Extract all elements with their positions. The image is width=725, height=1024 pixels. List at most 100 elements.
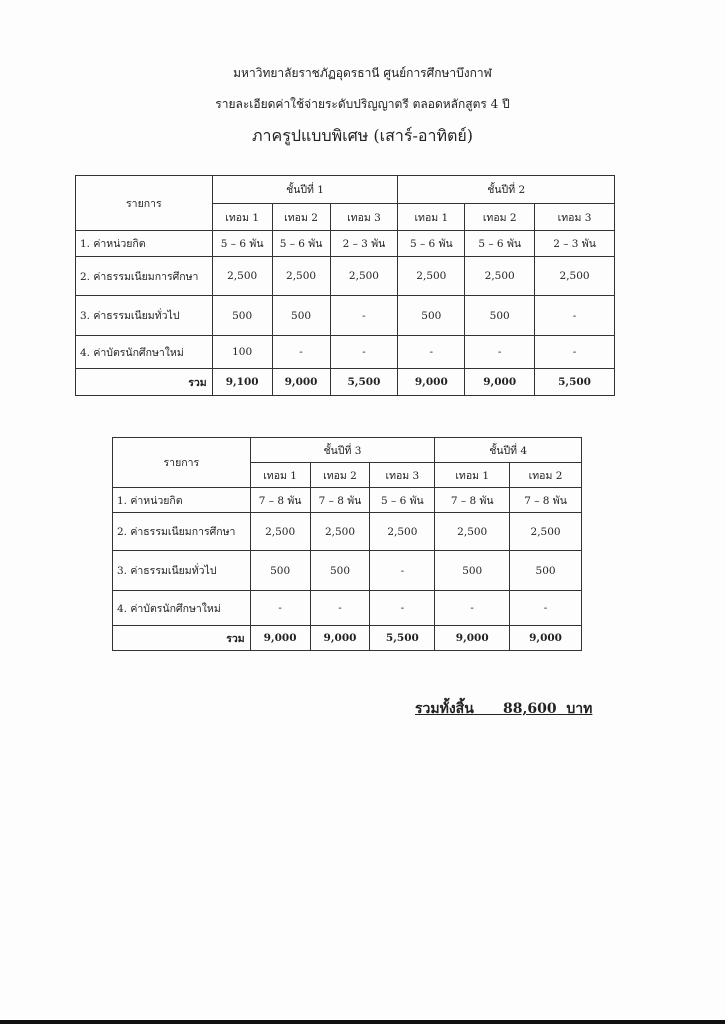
row-label: 3. ค่าธรรมเนียมทั่วไป — [112, 550, 251, 591]
total-cell: 9,000 — [397, 368, 466, 396]
fee-cell: 7 – 8 พัน — [434, 487, 511, 513]
grand-total-amount: 88,600 — [503, 701, 557, 717]
total-cell: 9,000 — [309, 625, 371, 651]
scan-edge — [0, 1020, 725, 1024]
grand-total-label: รวมทั้งสิ้น — [415, 701, 474, 717]
item-header: รายการ — [112, 437, 251, 488]
term-header: เทอม 2 — [309, 462, 371, 488]
year-header: ชั้นปีที่ 3 — [249, 437, 436, 463]
fee-cell: 500 — [397, 295, 466, 336]
fee-cell: 500 — [249, 550, 311, 591]
total-label: รวม — [112, 625, 251, 651]
fee-cell: 2 – 3 พัน — [534, 230, 615, 257]
fee-cell: - — [397, 335, 466, 369]
fee-cell: 500 — [211, 295, 273, 336]
total-cell: 9,000 — [434, 625, 511, 651]
term-header: เทอม 3 — [534, 203, 615, 231]
row-label: 4. ค่าบัตรนักศึกษาใหม่ — [75, 335, 213, 369]
fee-cell: - — [329, 335, 399, 369]
fee-cell: - — [369, 590, 436, 626]
fee-cell: 5 – 6 พัน — [397, 230, 466, 257]
fee-cell: - — [249, 590, 311, 626]
year-header: ชั้นปีที่ 2 — [397, 175, 615, 204]
term-header: เทอม 1 — [211, 203, 273, 231]
fee-cell: 2,500 — [211, 256, 273, 296]
total-cell: 5,500 — [329, 368, 399, 396]
fee-cell: 2,500 — [309, 512, 371, 551]
fee-cell: - — [434, 590, 511, 626]
fee-cell: - — [369, 550, 436, 591]
fee-cell: - — [534, 295, 615, 336]
grand-total: รวมทั้งสิ้น 88,600 บาท — [415, 698, 592, 720]
term-header: เทอม 1 — [434, 462, 511, 488]
fee-cell: 7 – 8 พัน — [249, 487, 311, 513]
fee-cell: 2,500 — [271, 256, 331, 296]
total-cell: 9,000 — [464, 368, 536, 396]
fee-cell: 5 – 6 พัน — [211, 230, 273, 257]
fee-cell: - — [534, 335, 615, 369]
fee-cell: - — [271, 335, 331, 369]
total-cell: 9,000 — [271, 368, 331, 396]
fee-cell: 500 — [464, 295, 536, 336]
fee-cell: 5 – 6 พัน — [271, 230, 331, 257]
fee-cell: 500 — [509, 550, 582, 591]
term-header: เทอม 2 — [464, 203, 536, 231]
fee-cell: - — [509, 590, 582, 626]
fee-cell: 2,500 — [369, 512, 436, 551]
fee-cell: - — [309, 590, 371, 626]
row-label: 4. ค่าบัตรนักศึกษาใหม่ — [112, 590, 251, 626]
fee-cell: 7 – 8 พัน — [309, 487, 371, 513]
fee-cell: 2,500 — [329, 256, 399, 296]
table-row: 3. ค่าธรรมเนียมทั่วไป 500 500-500 500 — [112, 550, 582, 591]
fee-cell: 2,500 — [464, 256, 536, 296]
fee-cell: 2,500 — [434, 512, 511, 551]
row-label: 3. ค่าธรรมเนียมทั่วไป — [75, 295, 213, 336]
term-header: เทอม 3 — [369, 462, 436, 488]
table-row: 1. ค่าหน่วยกิต 5 – 6 พัน 5 – 6 พัน 2 – 3 พั… — [75, 230, 615, 257]
fee-cell: 2,500 — [249, 512, 311, 551]
row-label: 1. ค่าหน่วยกิต — [112, 487, 251, 513]
fee-cell: 2,500 — [534, 256, 615, 296]
table-row: 4. ค่าบัตรนักศึกษาใหม่ 100- - - - - — [75, 335, 615, 369]
subtitle-heading: รายละเอียดค่าใช้จ่ายระดับปริญญาตรี ตลอดห… — [215, 97, 510, 111]
total-cell: 5,500 — [369, 625, 436, 651]
term-header: เทอม 3 — [329, 203, 399, 231]
row-label: 1. ค่าหน่วยกิต — [75, 230, 213, 257]
fee-table-years-3-4: รายการ ชั้นปีที่ 3 ชั้นปีที่ 4 เทอม 1 เทอ… — [112, 437, 582, 651]
term-header: เทอม 2 — [271, 203, 331, 231]
term-header: เทอม 2 — [509, 462, 582, 488]
row-label: 2. ค่าธรรมเนียมการศึกษา — [75, 256, 213, 296]
item-header: รายการ — [75, 175, 213, 231]
fee-cell: 2,500 — [509, 512, 582, 551]
total-row: รวม 9,100 9,000 5,500 9,000 9,000 5,500 — [75, 368, 615, 396]
fee-cell: 2,500 — [397, 256, 466, 296]
fee-cell: 5 – 6 พัน — [369, 487, 436, 513]
total-cell: 9,000 — [509, 625, 582, 651]
university-heading: มหาวิทยาลัยราชภัฏอุดรธานี ศูนย์การศึกษาบ… — [233, 66, 492, 80]
fee-cell: 5 – 6 พัน — [464, 230, 536, 257]
total-cell: 9,100 — [211, 368, 273, 396]
term-header: เทอม 1 — [249, 462, 311, 488]
year-header: ชั้นปีที่ 4 — [434, 437, 582, 463]
program-heading: ภาครูปแบบพิเศษ (เสาร์-อาทิตย์) — [251, 126, 474, 145]
row-label: 2. ค่าธรรมเนียมการศึกษา — [112, 512, 251, 551]
table-row: 2. ค่าธรรมเนียมการศึกษา 2,500 2,500 2,500 2,… — [112, 512, 582, 551]
fee-cell: - — [464, 335, 536, 369]
fee-cell: 500 — [271, 295, 331, 336]
table-row: 2. ค่าธรรมเนียมการศึกษา 2,500 2,500 2,500 2,… — [75, 256, 615, 296]
grand-total-unit: บาท — [566, 701, 593, 717]
table-row: 3. ค่าธรรมเนียมทั่วไป 500 500-500 500- — [75, 295, 615, 336]
term-header: เทอม 1 — [397, 203, 466, 231]
total-cell: 5,500 — [534, 368, 615, 396]
fee-cell: 500 — [434, 550, 511, 591]
fee-table-years-1-2: รายการ ชั้นปีที่ 1 ชั้นปีที่ 2 เทอม 1 เทอ… — [75, 175, 615, 396]
year-header: ชั้นปีที่ 1 — [211, 175, 399, 204]
table-row: 4. ค่าบัตรนักศึกษาใหม่ - - - - - — [112, 590, 582, 626]
total-label: รวม — [75, 368, 213, 396]
fee-cell: 100 — [211, 335, 273, 369]
fee-cell: 2 – 3 พัน — [329, 230, 399, 257]
fee-cell: 500 — [309, 550, 371, 591]
total-row: รวม 9,000 9,000 5,500 9,000 9,000 — [112, 625, 582, 651]
table-row: 1. ค่าหน่วยกิต 7 – 8 พัน 7 – 8 พัน 5 – 6 พั… — [112, 487, 582, 513]
